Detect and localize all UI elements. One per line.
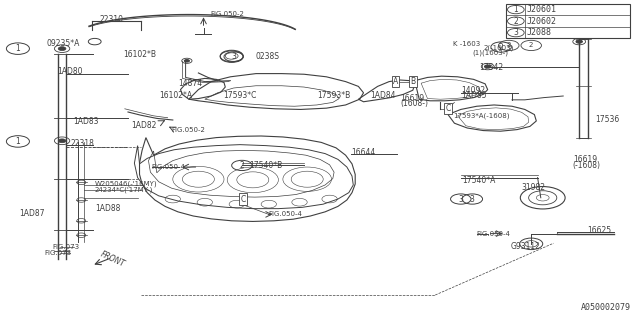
Text: C: C	[241, 195, 246, 204]
Text: 3: 3	[513, 28, 518, 37]
Text: 09235*A: 09235*A	[46, 39, 79, 48]
Text: W205046(-'16MY): W205046(-'16MY)	[95, 181, 157, 187]
Text: 16102*A: 16102*A	[159, 92, 192, 100]
Circle shape	[576, 40, 582, 43]
Text: 17540*B: 17540*B	[250, 161, 283, 170]
Text: 1AD87: 1AD87	[19, 209, 45, 218]
Text: 3: 3	[470, 195, 475, 204]
Text: 17536: 17536	[595, 115, 620, 124]
Text: K -1603: K -1603	[453, 41, 481, 47]
Text: 2: 2	[513, 17, 518, 26]
Text: 22310: 22310	[100, 15, 124, 24]
Text: J20601: J20601	[526, 5, 556, 14]
Text: FIG.073: FIG.073	[52, 244, 79, 250]
Text: (1)(1603-): (1)(1603-)	[472, 50, 508, 56]
Circle shape	[484, 65, 491, 68]
Circle shape	[184, 60, 189, 62]
Text: 2: 2	[499, 43, 504, 52]
Text: 16102*B: 16102*B	[123, 50, 156, 59]
Text: FIG.050-2: FIG.050-2	[210, 12, 244, 17]
Text: (-1608): (-1608)	[573, 161, 601, 170]
Text: 1AD84: 1AD84	[370, 92, 396, 100]
Text: J2088: J2088	[526, 28, 551, 37]
Text: 2: 2	[529, 43, 533, 48]
Text: FIG.050-4: FIG.050-4	[152, 164, 186, 170]
Text: 17593*C: 17593*C	[223, 92, 256, 100]
Text: 2: 2	[239, 161, 244, 170]
Text: 16625: 16625	[588, 226, 612, 235]
Text: FIG.050-4: FIG.050-4	[477, 231, 511, 237]
Text: 17540*A: 17540*A	[462, 176, 495, 185]
Text: 2(-1603): 2(-1603)	[483, 44, 513, 51]
Text: 16619: 16619	[401, 94, 425, 103]
Text: (1608-): (1608-)	[401, 99, 429, 108]
Text: C: C	[445, 104, 451, 113]
Text: 22318: 22318	[70, 140, 94, 148]
Text: B: B	[410, 77, 415, 86]
Text: 17542: 17542	[479, 63, 503, 72]
Text: 1AD82: 1AD82	[131, 121, 157, 130]
Text: 1AD85: 1AD85	[461, 92, 486, 100]
Text: G93112: G93112	[511, 242, 541, 251]
Text: 31982: 31982	[522, 183, 545, 192]
Text: 3: 3	[458, 195, 463, 204]
Circle shape	[58, 139, 66, 143]
Text: 2: 2	[507, 43, 511, 48]
Text: J20602: J20602	[526, 17, 556, 26]
Text: 1AD80: 1AD80	[58, 68, 83, 76]
Text: 1: 1	[15, 137, 20, 146]
Text: FIG.050-4: FIG.050-4	[269, 212, 303, 217]
Bar	[506, 4, 630, 38]
Text: 1AD88: 1AD88	[95, 204, 120, 213]
Text: 14092: 14092	[461, 86, 485, 95]
Text: A050002079: A050002079	[580, 303, 630, 312]
Text: 1AD83: 1AD83	[74, 117, 99, 126]
Text: 16619: 16619	[573, 156, 597, 164]
Text: 17593*B: 17593*B	[317, 92, 350, 100]
Text: 17593*A(-1608): 17593*A(-1608)	[453, 113, 509, 119]
Text: 0238S: 0238S	[256, 52, 280, 61]
Text: FIG.073: FIG.073	[45, 250, 72, 256]
Text: 1: 1	[513, 5, 518, 14]
Text: 14874: 14874	[178, 79, 202, 88]
Text: 3: 3	[231, 52, 236, 61]
Text: FRONT: FRONT	[99, 250, 127, 269]
Text: 16644: 16644	[351, 148, 375, 157]
Text: 1: 1	[15, 44, 20, 53]
Text: 24234*C('17MY-): 24234*C('17MY-)	[95, 186, 153, 193]
Text: A: A	[393, 77, 398, 86]
Circle shape	[58, 47, 66, 51]
Text: FIG.050-2: FIG.050-2	[172, 127, 205, 133]
